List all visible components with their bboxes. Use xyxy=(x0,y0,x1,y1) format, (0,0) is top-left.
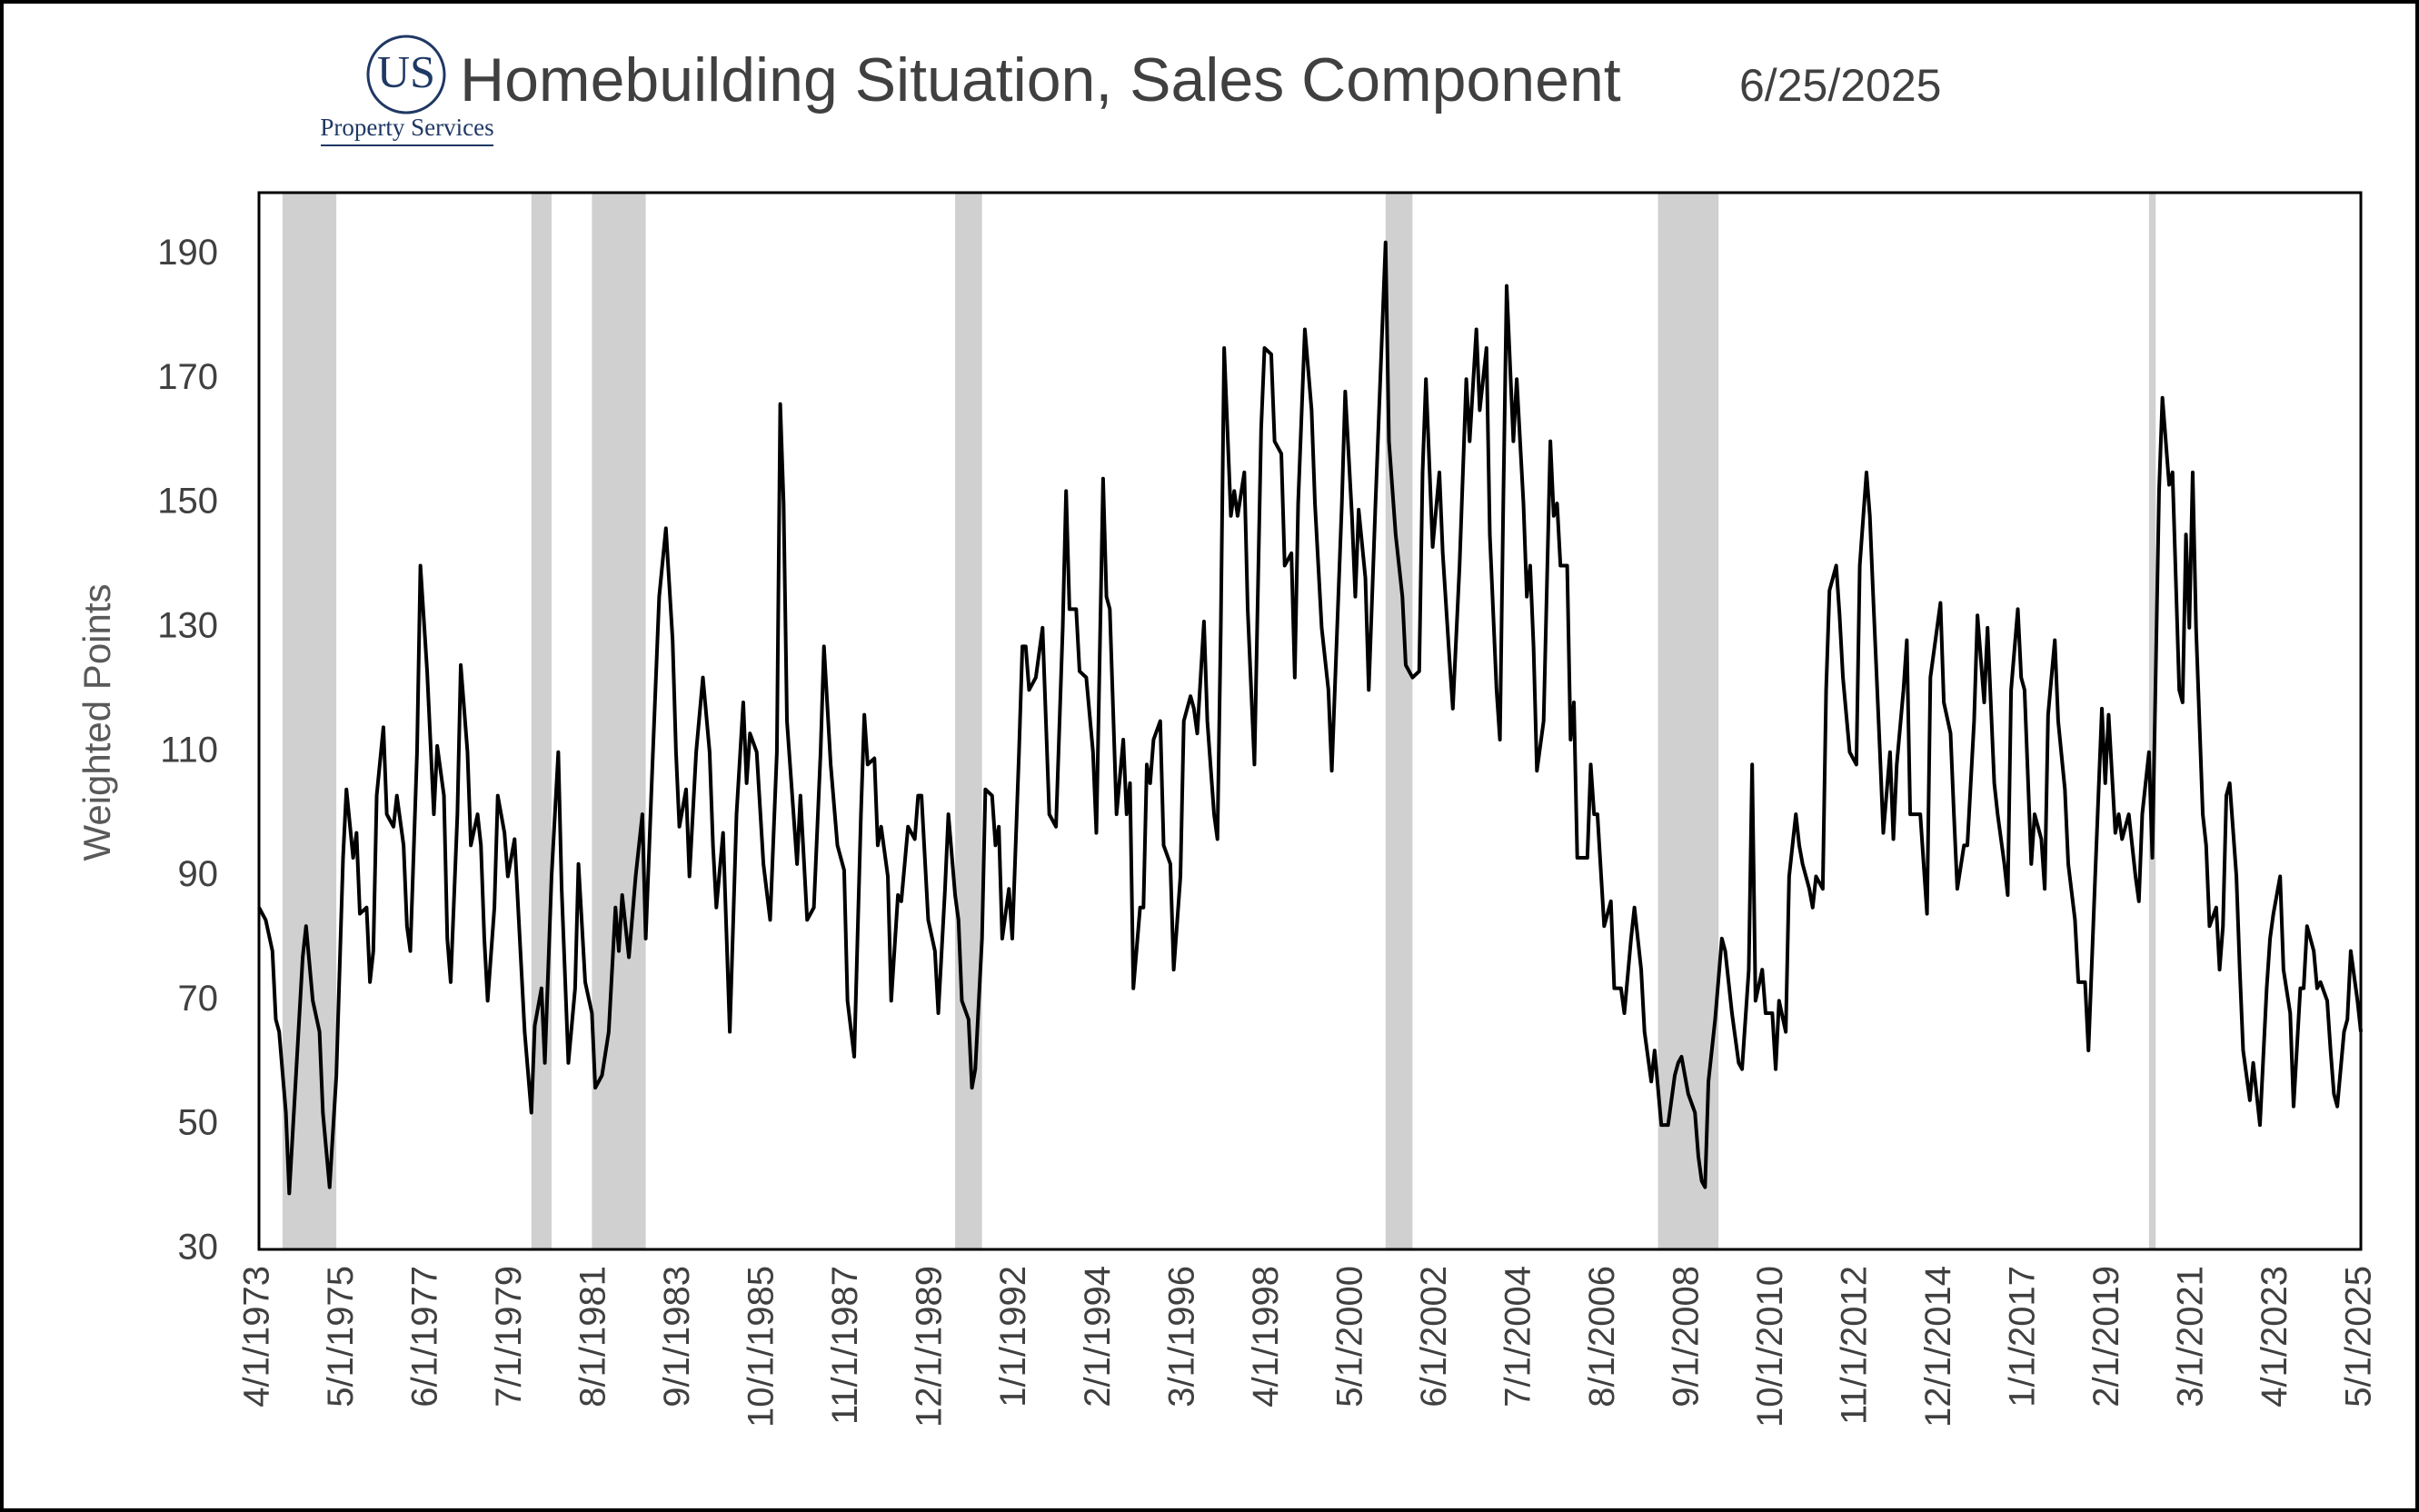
chart-title: Homebuilding Situation, Sales Component xyxy=(460,45,1621,114)
logo-initials: US xyxy=(377,45,435,96)
x-tick-label: 5/1/2025 xyxy=(2339,1266,2379,1408)
x-tick-label: 4/1/2023 xyxy=(2255,1266,2295,1408)
x-tick-label: 12/1/2014 xyxy=(1918,1266,1958,1427)
chart-date: 6/25/2025 xyxy=(1739,60,1941,111)
x-tick-label: 5/1/1975 xyxy=(321,1266,361,1408)
x-tick-label: 7/1/1979 xyxy=(489,1266,529,1408)
x-tick-label: 2/1/1994 xyxy=(1078,1266,1118,1408)
line-series xyxy=(257,240,2363,1196)
logo-name: Property Services xyxy=(320,114,493,141)
y-tick-label: 90 xyxy=(178,854,219,894)
x-tick-label: 4/1/1973 xyxy=(237,1266,277,1408)
x-tick-label: 6/1/2002 xyxy=(1414,1266,1454,1408)
y-tick-label: 70 xyxy=(178,979,219,1019)
shaded-period xyxy=(2148,193,2156,1249)
shaded-period xyxy=(955,193,982,1249)
x-tick-label: 4/1/1998 xyxy=(1246,1266,1286,1408)
x-tick-label: 10/1/1985 xyxy=(742,1266,781,1427)
x-tick-label: 9/1/2008 xyxy=(1666,1266,1706,1408)
shaded-period xyxy=(1385,193,1413,1249)
x-tick-label: 3/1/1996 xyxy=(1161,1266,1201,1408)
x-tick-label: 8/1/1981 xyxy=(573,1266,613,1408)
shaded-period xyxy=(282,193,337,1249)
x-tick-label: 1/1/2017 xyxy=(2002,1266,2042,1408)
x-tick-label: 9/1/1983 xyxy=(657,1266,697,1408)
shaded-period xyxy=(531,193,552,1249)
plot-border xyxy=(257,191,2363,1251)
logo-circle xyxy=(366,35,446,114)
y-tick-label: 170 xyxy=(157,357,218,397)
x-tick-label: 6/1/1977 xyxy=(405,1266,445,1408)
y-tick-label: 110 xyxy=(160,730,218,770)
logo: US Property Services xyxy=(320,35,494,146)
y-tick-label: 150 xyxy=(157,482,218,522)
y-tick-label: 50 xyxy=(178,1103,219,1143)
x-tick-label: 11/1/2012 xyxy=(1834,1266,1874,1425)
y-tick-label: 130 xyxy=(157,605,218,645)
x-tick-label: 5/1/2000 xyxy=(1329,1266,1369,1408)
x-tick-label: 12/1/1989 xyxy=(910,1266,950,1427)
x-tick-label: 10/1/2010 xyxy=(1750,1266,1790,1427)
y-axis-label: Weighted Points xyxy=(75,583,118,860)
x-tick-label: 8/1/2006 xyxy=(1582,1266,1622,1408)
x-tick-label: 11/1/1987 xyxy=(825,1266,865,1425)
x-tick-label: 2/1/2019 xyxy=(2086,1266,2126,1408)
x-tick-label: 1/1/1992 xyxy=(993,1266,1033,1408)
y-tick-label: 30 xyxy=(178,1228,219,1268)
x-tick-label: 7/1/2004 xyxy=(1498,1266,1538,1408)
x-tick-label: 3/1/2021 xyxy=(2171,1266,2211,1408)
y-tick-label: 190 xyxy=(157,233,218,273)
shaded-period xyxy=(592,193,646,1249)
